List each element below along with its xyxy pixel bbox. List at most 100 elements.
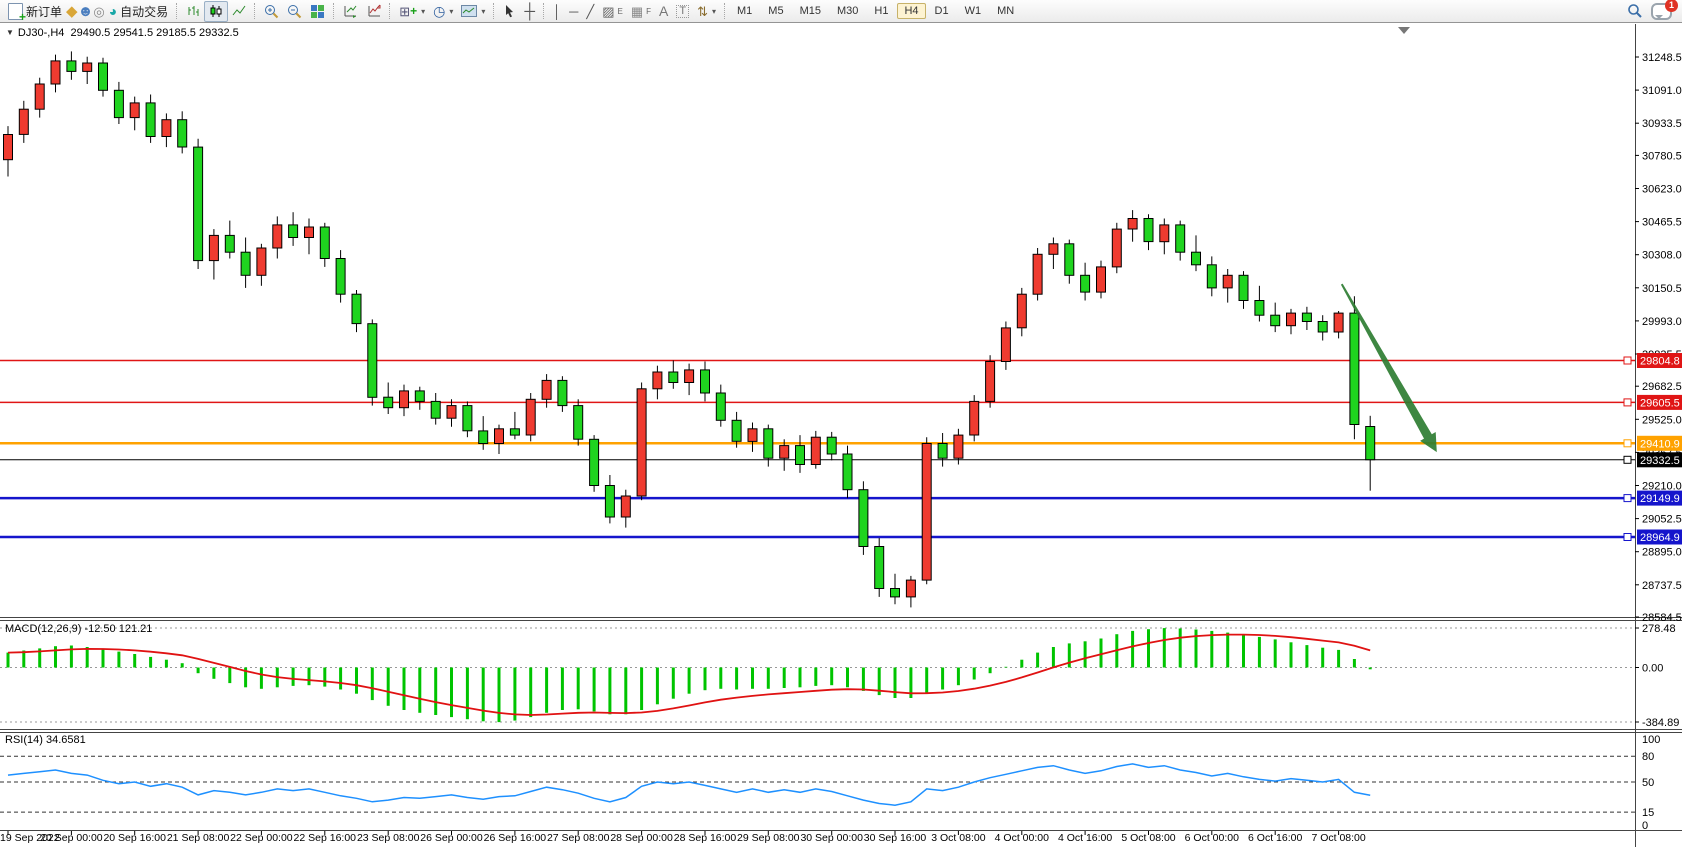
price-tick-label: 28737.5 bbox=[1642, 580, 1682, 592]
price-axis: 31248.5 31091.0 30933.5 30780.5 30623.0 30465… bbox=[1635, 52, 1682, 624]
separator bbox=[176, 3, 178, 19]
horizontal-line-tool[interactable]: ─ bbox=[569, 3, 579, 19]
time-tick-label: 4 Oct 16:00 bbox=[1058, 832, 1112, 844]
tab-M30[interactable]: M30 bbox=[836, 5, 859, 17]
tab-M5[interactable]: M5 bbox=[768, 5, 784, 17]
signals-icon[interactable]: ◎ bbox=[93, 3, 105, 19]
time-tick-label: 19 Sep 2022 bbox=[0, 832, 60, 844]
new-chart-button[interactable]: ⊞ + ▾ bbox=[399, 3, 426, 19]
macd-signal-line bbox=[7, 633, 1371, 716]
search-icon[interactable] bbox=[1627, 3, 1643, 19]
time-tick-label: 30 Sep 00:00 bbox=[800, 832, 863, 844]
text-label-tool[interactable]: T bbox=[672, 2, 693, 21]
zoom-in-button[interactable] bbox=[260, 2, 283, 21]
chart-symbol-period: DJ30-,H4 bbox=[17, 27, 65, 39]
fibonacci-tool[interactable]: ▨ E bbox=[602, 3, 623, 19]
rsi-indicator-label: RSI(14) 34.6581 bbox=[5, 734, 86, 746]
price-tick-label: 30308.0 bbox=[1642, 250, 1682, 262]
separator bbox=[493, 3, 495, 19]
rsi-tick-label: 0 bbox=[1642, 820, 1648, 832]
price-tick-label: 30150.5 bbox=[1642, 283, 1682, 295]
rsi-tick-label: 100 bbox=[1642, 734, 1660, 746]
chart-title: ▼ DJ30-,H4 29490.5 29541.5 29185.5 29332.… bbox=[6, 27, 239, 39]
price-badge-29804.8: 29804.8 bbox=[1640, 356, 1680, 368]
tile-windows-button[interactable] bbox=[306, 2, 329, 21]
rsi-tick-label: 15 bbox=[1642, 807, 1654, 819]
new-order-button[interactable]: + 新订单 bbox=[4, 2, 66, 23]
chart-shift-button[interactable] bbox=[362, 2, 385, 21]
macd-tick-label: 278.48 bbox=[1642, 623, 1676, 635]
price-tick-label: 29052.5 bbox=[1642, 514, 1682, 526]
time-tick-label: 22 Sep 16:00 bbox=[294, 832, 357, 844]
time-tick-label: 28 Sep 00:00 bbox=[610, 832, 673, 844]
notifications-icon[interactable]: 1 bbox=[1651, 0, 1678, 20]
price-badge-28964.9: 28964.9 bbox=[1640, 532, 1680, 544]
price-tick-label: 31248.5 bbox=[1642, 52, 1682, 64]
template-button[interactable]: ▾ bbox=[457, 2, 489, 21]
vertical-line-tool[interactable]: │ bbox=[553, 3, 562, 19]
separator bbox=[724, 3, 726, 19]
grid-tool[interactable]: ▦ F bbox=[630, 3, 652, 19]
price-tick-label: 29682.5 bbox=[1642, 381, 1682, 393]
rsi-tick-label: 80 bbox=[1642, 751, 1654, 763]
tab-MN[interactable]: MN bbox=[997, 5, 1015, 17]
price-badge-29410.9: 29410.9 bbox=[1640, 438, 1680, 450]
separator bbox=[389, 3, 391, 19]
time-tick-label: 21 Sep 08:00 bbox=[167, 832, 230, 844]
macd-tick-label: 0.00 bbox=[1642, 663, 1663, 675]
time-tick-label: 26 Sep 00:00 bbox=[420, 832, 483, 844]
chevron-down-icon: ▾ bbox=[449, 6, 454, 16]
rsi-line bbox=[7, 763, 1371, 806]
crosshair-button[interactable]: ┼ bbox=[524, 2, 536, 20]
tab-H4[interactable]: H4 bbox=[897, 3, 926, 19]
price-tick-label: 28584.5 bbox=[1642, 612, 1682, 624]
tab-M15[interactable]: M15 bbox=[799, 5, 821, 17]
candles bbox=[3, 51, 1376, 608]
text-tool[interactable]: A bbox=[659, 3, 669, 19]
zoom-out-button[interactable] bbox=[283, 2, 306, 21]
cursor-button[interactable] bbox=[499, 2, 520, 21]
tab-M1[interactable]: M1 bbox=[737, 5, 753, 17]
toolbar-right: 1 bbox=[1627, 0, 1678, 20]
price-badge-29332.5: 29332.5 bbox=[1640, 455, 1680, 467]
chart-ohlc-values: 29490.5 29541.5 29185.5 29332.5 bbox=[70, 27, 239, 39]
time-tick-label: 30 Sep 16:00 bbox=[864, 832, 927, 844]
bar-chart-button[interactable] bbox=[182, 2, 204, 21]
time-tick-label: 23 Sep 08:00 bbox=[357, 832, 420, 844]
line-chart-button[interactable] bbox=[228, 2, 250, 21]
time-tick-label: 4 Oct 00:00 bbox=[995, 832, 1049, 844]
period-button[interactable]: ◷ ▾ bbox=[433, 3, 454, 19]
auto-trading-button[interactable]: ◕ 自动交易 bbox=[105, 2, 172, 21]
market-watch-icon[interactable]: ◆ bbox=[66, 2, 78, 20]
time-tick-label: 27 Sep 08:00 bbox=[547, 832, 610, 844]
macd-tick-label: -384.89 bbox=[1642, 717, 1679, 729]
trendline-tool[interactable]: ╱ bbox=[586, 3, 595, 19]
auto-scroll-button[interactable] bbox=[339, 2, 362, 21]
time-tick-label: 6 Oct 00:00 bbox=[1185, 832, 1239, 844]
separator bbox=[333, 3, 335, 19]
chart-shift-marker-icon[interactable] bbox=[1398, 27, 1410, 34]
candlestick-chart-button[interactable] bbox=[204, 0, 229, 22]
price-tick-label: 31091.0 bbox=[1642, 85, 1682, 97]
macd-pane: 278.48 0.00 -384.89 bbox=[0, 623, 1679, 729]
arrows-tool[interactable]: ⇅ ▾ bbox=[697, 3, 717, 19]
chart-dropdown-icon[interactable]: ▼ bbox=[6, 28, 14, 37]
new-order-label: 新订单 bbox=[26, 4, 63, 19]
tab-H1[interactable]: H1 bbox=[874, 5, 889, 17]
tab-W1[interactable]: W1 bbox=[964, 5, 982, 17]
time-tick-label: 26 Sep 16:00 bbox=[484, 832, 547, 844]
price-line-labels: 29804.8 29605.5 29410.9 29332.5 29149.9 28964… bbox=[1623, 353, 1682, 545]
time-tick-label: 20 Sep 16:00 bbox=[103, 832, 166, 844]
toolbar: + 新订单 ◆ ☻ ◎ ◕ 自动交易 ⊞ + ▾ ◷ ▾ ▾ ┼ │ ─ ╱ ▨ E ▦… bbox=[0, 0, 1682, 23]
rsi-pane: 100 80 50 150 bbox=[0, 734, 1660, 832]
tab-D1[interactable]: D1 bbox=[934, 5, 949, 17]
down-arrow-annotation[interactable] bbox=[1340, 283, 1437, 453]
time-tick-label: 20 Sep 00:00 bbox=[40, 832, 103, 844]
price-tick-label: 30933.5 bbox=[1642, 118, 1682, 130]
price-tick-label: 30465.5 bbox=[1642, 217, 1682, 229]
price-tick-label: 29210.0 bbox=[1642, 481, 1682, 493]
data-window-icon[interactable]: ☻ bbox=[77, 2, 94, 20]
